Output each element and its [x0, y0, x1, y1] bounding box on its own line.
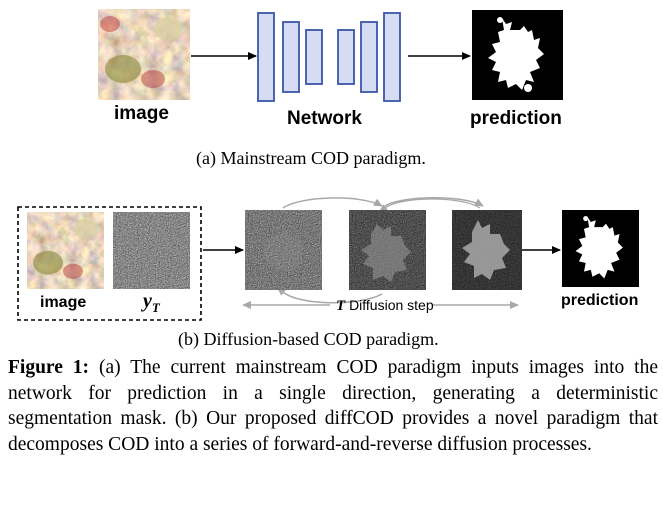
image-label-a: image: [114, 103, 169, 124]
network-block-4: [337, 29, 355, 85]
network-label: Network: [287, 108, 362, 129]
prediction-label-b: prediction: [561, 292, 639, 309]
image-label-b: image: [40, 294, 87, 311]
network-diagram: [257, 12, 401, 102]
prediction-label-a: prediction: [470, 108, 562, 129]
caption-a: (a) Mainstream COD paradigm.: [196, 148, 426, 168]
network-block-1: [257, 12, 275, 102]
diffusion-T: T: [336, 298, 346, 314]
network-block-5: [360, 21, 378, 93]
caption-b: (b) Diffusion-based COD paradigm.: [178, 329, 439, 349]
figure-caption: Figure 1: (a) The current mainstream COD…: [8, 355, 658, 457]
noise-image-yT: [113, 212, 190, 289]
figure-caption-text: (a) The current mainstream COD paradigm …: [8, 357, 658, 455]
input-image-b: [27, 212, 104, 289]
noise-label-subscript: T: [151, 300, 160, 315]
diffusion-step-label: T Diffusion step: [336, 297, 434, 315]
network-block-2: [282, 21, 300, 93]
network-block-3: [305, 29, 323, 85]
diffusion-step-1: [245, 210, 322, 290]
diffusion-step-3: [452, 210, 522, 290]
prediction-mask-a: [472, 10, 563, 100]
figure-label: Figure 1:: [8, 357, 90, 378]
diffusion-step-2: [349, 210, 426, 290]
noise-label-y: y: [143, 290, 152, 312]
noise-label-yT: yT: [143, 290, 160, 316]
input-image-a: [98, 9, 190, 100]
prediction-mask-b: [562, 210, 639, 287]
network-block-6: [383, 12, 401, 102]
input-group-box: [17, 206, 202, 321]
diffusion-step-text: Diffusion step: [349, 297, 434, 313]
